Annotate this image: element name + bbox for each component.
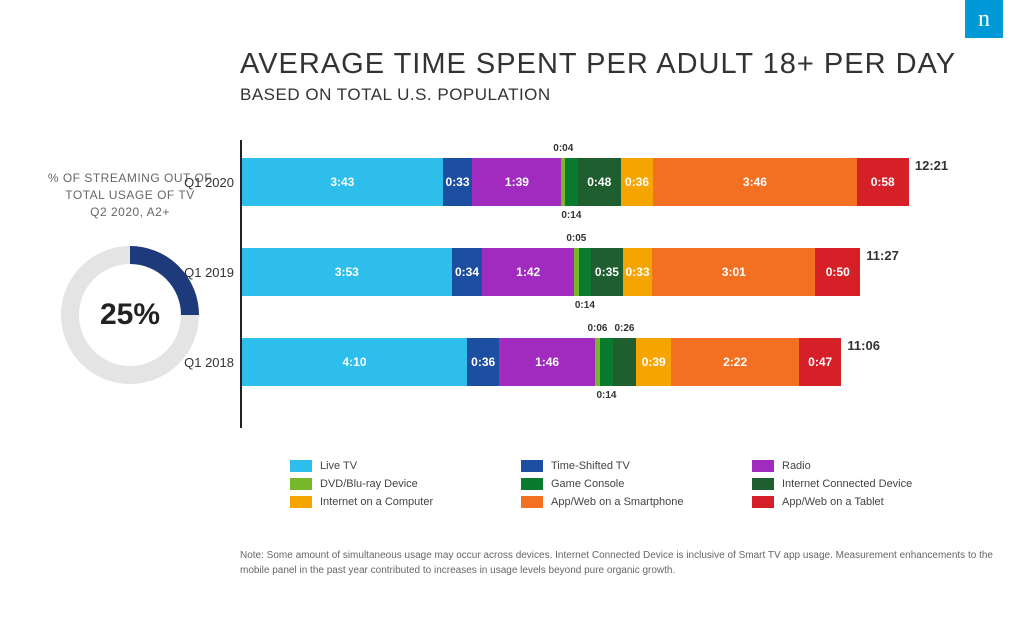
chart-subtitle: BASED ON TOTAL U.S. POPULATION [240,85,993,105]
stacked-bar-chart: Q1 20203:430:331:390:040:140:480:363:460… [240,140,993,428]
bar-segment-live_tv: 4:10 [242,338,467,386]
donut-caption-line: TOTAL USAGE OF TV [65,188,194,202]
bar-segment-ts_tv: 0:36 [467,338,499,386]
bar-segment-radio: 1:46 [499,338,594,386]
legend-swatch [752,478,774,490]
bar-row: Q1 20193:530:341:420:050:140:350:333:010… [242,248,993,296]
legend-swatch [521,460,543,472]
donut-chart: 25% [55,240,205,390]
legend-swatch [521,478,543,490]
row-label: Q1 2020 [184,175,234,190]
legend-label: Internet on a Computer [320,496,433,508]
legend-swatch [290,478,312,490]
stacked-bar: 3:530:341:420:050:140:350:333:010:5011:2… [242,248,860,296]
bar-segment-comp: 0:36 [621,158,653,206]
legend-label: App/Web on a Smartphone [551,496,684,508]
row-total: 12:21 [915,158,948,173]
row-label: Q1 2019 [184,265,234,280]
bar-segment-radio: 1:39 [472,158,561,206]
legend-item-comp: Internet on a Computer [290,496,501,508]
bar-segment-icd: 0:26 [613,338,636,386]
legend-swatch [290,496,312,508]
stacked-bar: 4:100:361:460:060:140:260:392:220:4711:0… [242,338,841,386]
nielsen-logo: n [965,0,1003,38]
legend-label: Live TV [320,460,357,472]
bar-row: Q1 20203:430:331:390:040:140:480:363:460… [242,158,993,206]
donut-caption-line: Q2 2020, A2+ [90,205,170,219]
bar-segment-phone: 3:01 [652,248,815,296]
bar-row: Q1 20184:100:361:460:060:140:260:392:220… [242,338,993,386]
legend-item-phone: App/Web on a Smartphone [521,496,732,508]
bar-segment-radio: 1:42 [482,248,574,296]
legend-label: Internet Connected Device [782,478,912,490]
bar-segment-tablet: 0:58 [857,158,909,206]
legend-swatch [521,496,543,508]
legend-item-icd: Internet Connected Device [752,478,963,490]
chart-title: AVERAGE TIME SPENT PER ADULT 18+ PER DAY [240,48,993,81]
legend-swatch [752,460,774,472]
stacked-bar: 3:430:331:390:040:140:480:363:460:5812:2… [242,158,909,206]
donut-value: 25% [55,240,205,390]
bar-segment-tablet: 0:47 [799,338,841,386]
bar-segment-phone: 2:22 [671,338,799,386]
bar-segment-phone: 3:46 [653,158,856,206]
legend-item-tablet: App/Web on a Tablet [752,496,963,508]
legend-swatch [752,496,774,508]
row-total: 11:27 [866,248,899,263]
bar-segment-live_tv: 3:53 [242,248,452,296]
row-total: 11:06 [847,338,880,353]
legend-item-ts_tv: Time-Shifted TV [521,460,732,472]
legend-item-radio: Radio [752,460,963,472]
bar-segment-icd: 0:35 [591,248,623,296]
bar-segment-live_tv: 3:43 [242,158,443,206]
footnote: Note: Some amount of simultaneous usage … [240,548,993,578]
bar-segment-console: 0:14 [579,248,592,296]
row-label: Q1 2018 [184,355,234,370]
legend-item-live_tv: Live TV [290,460,501,472]
legend-label: App/Web on a Tablet [782,496,884,508]
bar-segment-tablet: 0:50 [815,248,860,296]
legend: Live TV Time-Shifted TV Radio DVD/Blu-ray D… [290,460,963,508]
legend-swatch [290,460,312,472]
bar-segment-console: 0:14 [565,158,578,206]
legend-label: Radio [782,460,811,472]
bar-segment-console: 0:14 [600,338,613,386]
header: AVERAGE TIME SPENT PER ADULT 18+ PER DAY… [240,48,993,105]
legend-item-dvd: DVD/Blu-ray Device [290,478,501,490]
legend-label: DVD/Blu-ray Device [320,478,418,490]
legend-label: Time-Shifted TV [551,460,630,472]
bar-segment-icd: 0:48 [578,158,621,206]
legend-item-console: Game Console [521,478,732,490]
bar-segment-comp: 0:39 [636,338,671,386]
bar-segment-ts_tv: 0:34 [452,248,483,296]
bar-segment-ts_tv: 0:33 [443,158,473,206]
legend-label: Game Console [551,478,624,490]
bar-segment-comp: 0:33 [623,248,653,296]
